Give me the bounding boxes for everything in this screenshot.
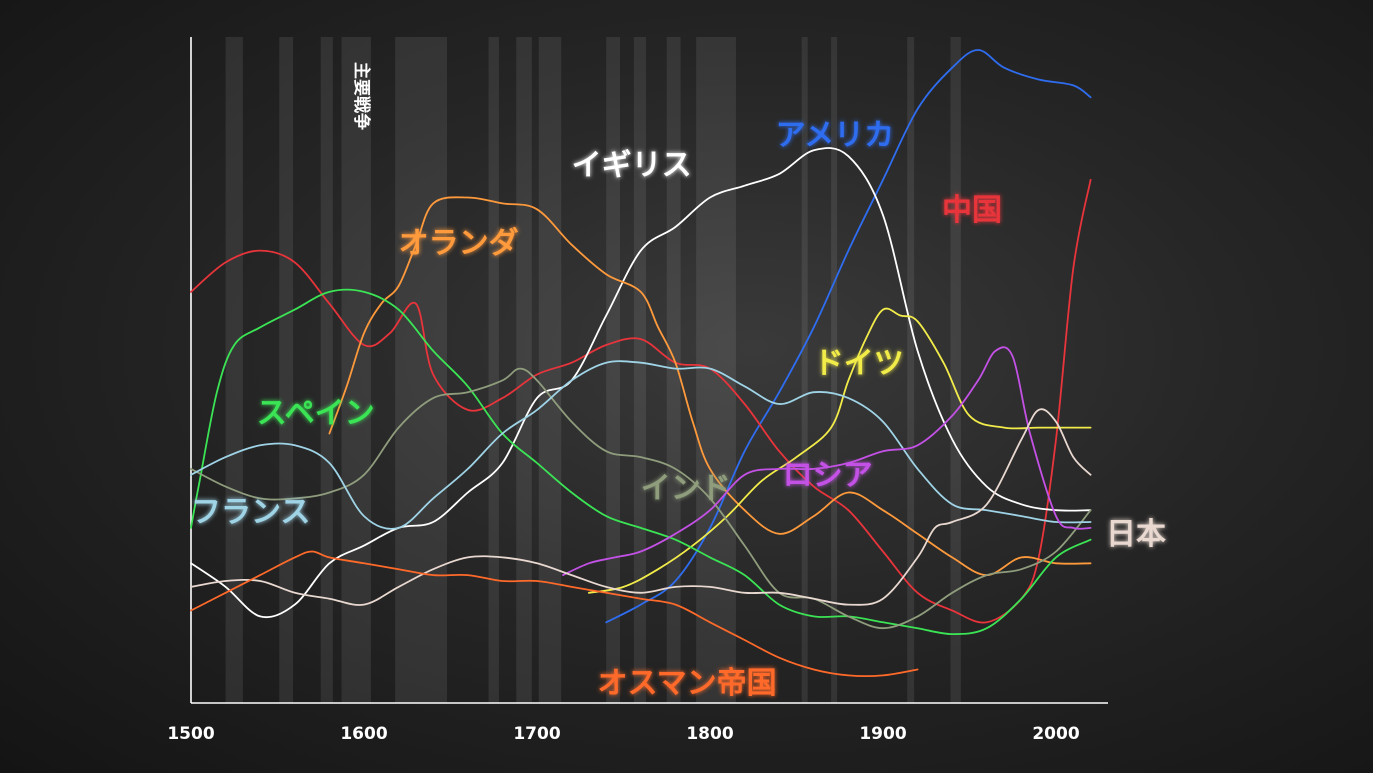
series-7-label: フランス	[191, 495, 310, 530]
war-band	[341, 37, 371, 703]
x-tick-label: 1600	[340, 724, 387, 744]
x-tick-label: 1500	[167, 724, 214, 744]
series-0-label: アメリカ	[776, 118, 895, 153]
war-band	[488, 37, 499, 703]
series-6-label: インド	[641, 471, 731, 506]
axes	[190, 37, 1108, 704]
war-band	[395, 37, 448, 703]
series-2-label: イギリス	[572, 148, 692, 183]
x-tick-labels: 1500 1600 1700 1800 1900 2000	[167, 724, 1079, 744]
war-bands	[225, 37, 961, 703]
series-2-line	[190, 147, 1092, 619]
series-10-line	[190, 550, 919, 678]
war-band	[801, 37, 808, 703]
series-7-line	[190, 360, 1092, 530]
series-3-line	[328, 196, 1092, 576]
war-band	[225, 37, 243, 703]
series-1-label: 中国	[942, 193, 1002, 228]
war-band	[606, 37, 621, 703]
x-tick-label: 1900	[859, 724, 906, 744]
war-band	[633, 37, 646, 703]
series-5-line	[190, 288, 1092, 635]
series-9-line	[190, 408, 1092, 606]
series-8-label: ロシア	[783, 458, 873, 493]
war-band	[279, 37, 294, 703]
series-3-label: オランダ	[399, 226, 519, 261]
x-tick-label: 2000	[1032, 724, 1079, 744]
x-tick-label: 1800	[686, 724, 733, 744]
war-band-label: 主要戦争	[351, 62, 372, 130]
x-tick-label: 1700	[513, 724, 560, 744]
series-4-label: ドイツ	[814, 346, 904, 381]
series-0-line	[605, 49, 1092, 624]
war-band	[831, 37, 838, 703]
war-band	[320, 37, 333, 703]
series-6-line	[190, 367, 1092, 630]
series-lines	[190, 49, 1092, 678]
series-9-label: 日本	[1106, 517, 1166, 552]
series-4-line	[588, 307, 1092, 594]
series-5-label: スペイン	[257, 396, 375, 431]
series-10-label: オスマン帝国	[598, 666, 777, 701]
series-8-line	[562, 346, 1092, 576]
war-band	[950, 37, 961, 703]
war-band	[907, 37, 915, 703]
